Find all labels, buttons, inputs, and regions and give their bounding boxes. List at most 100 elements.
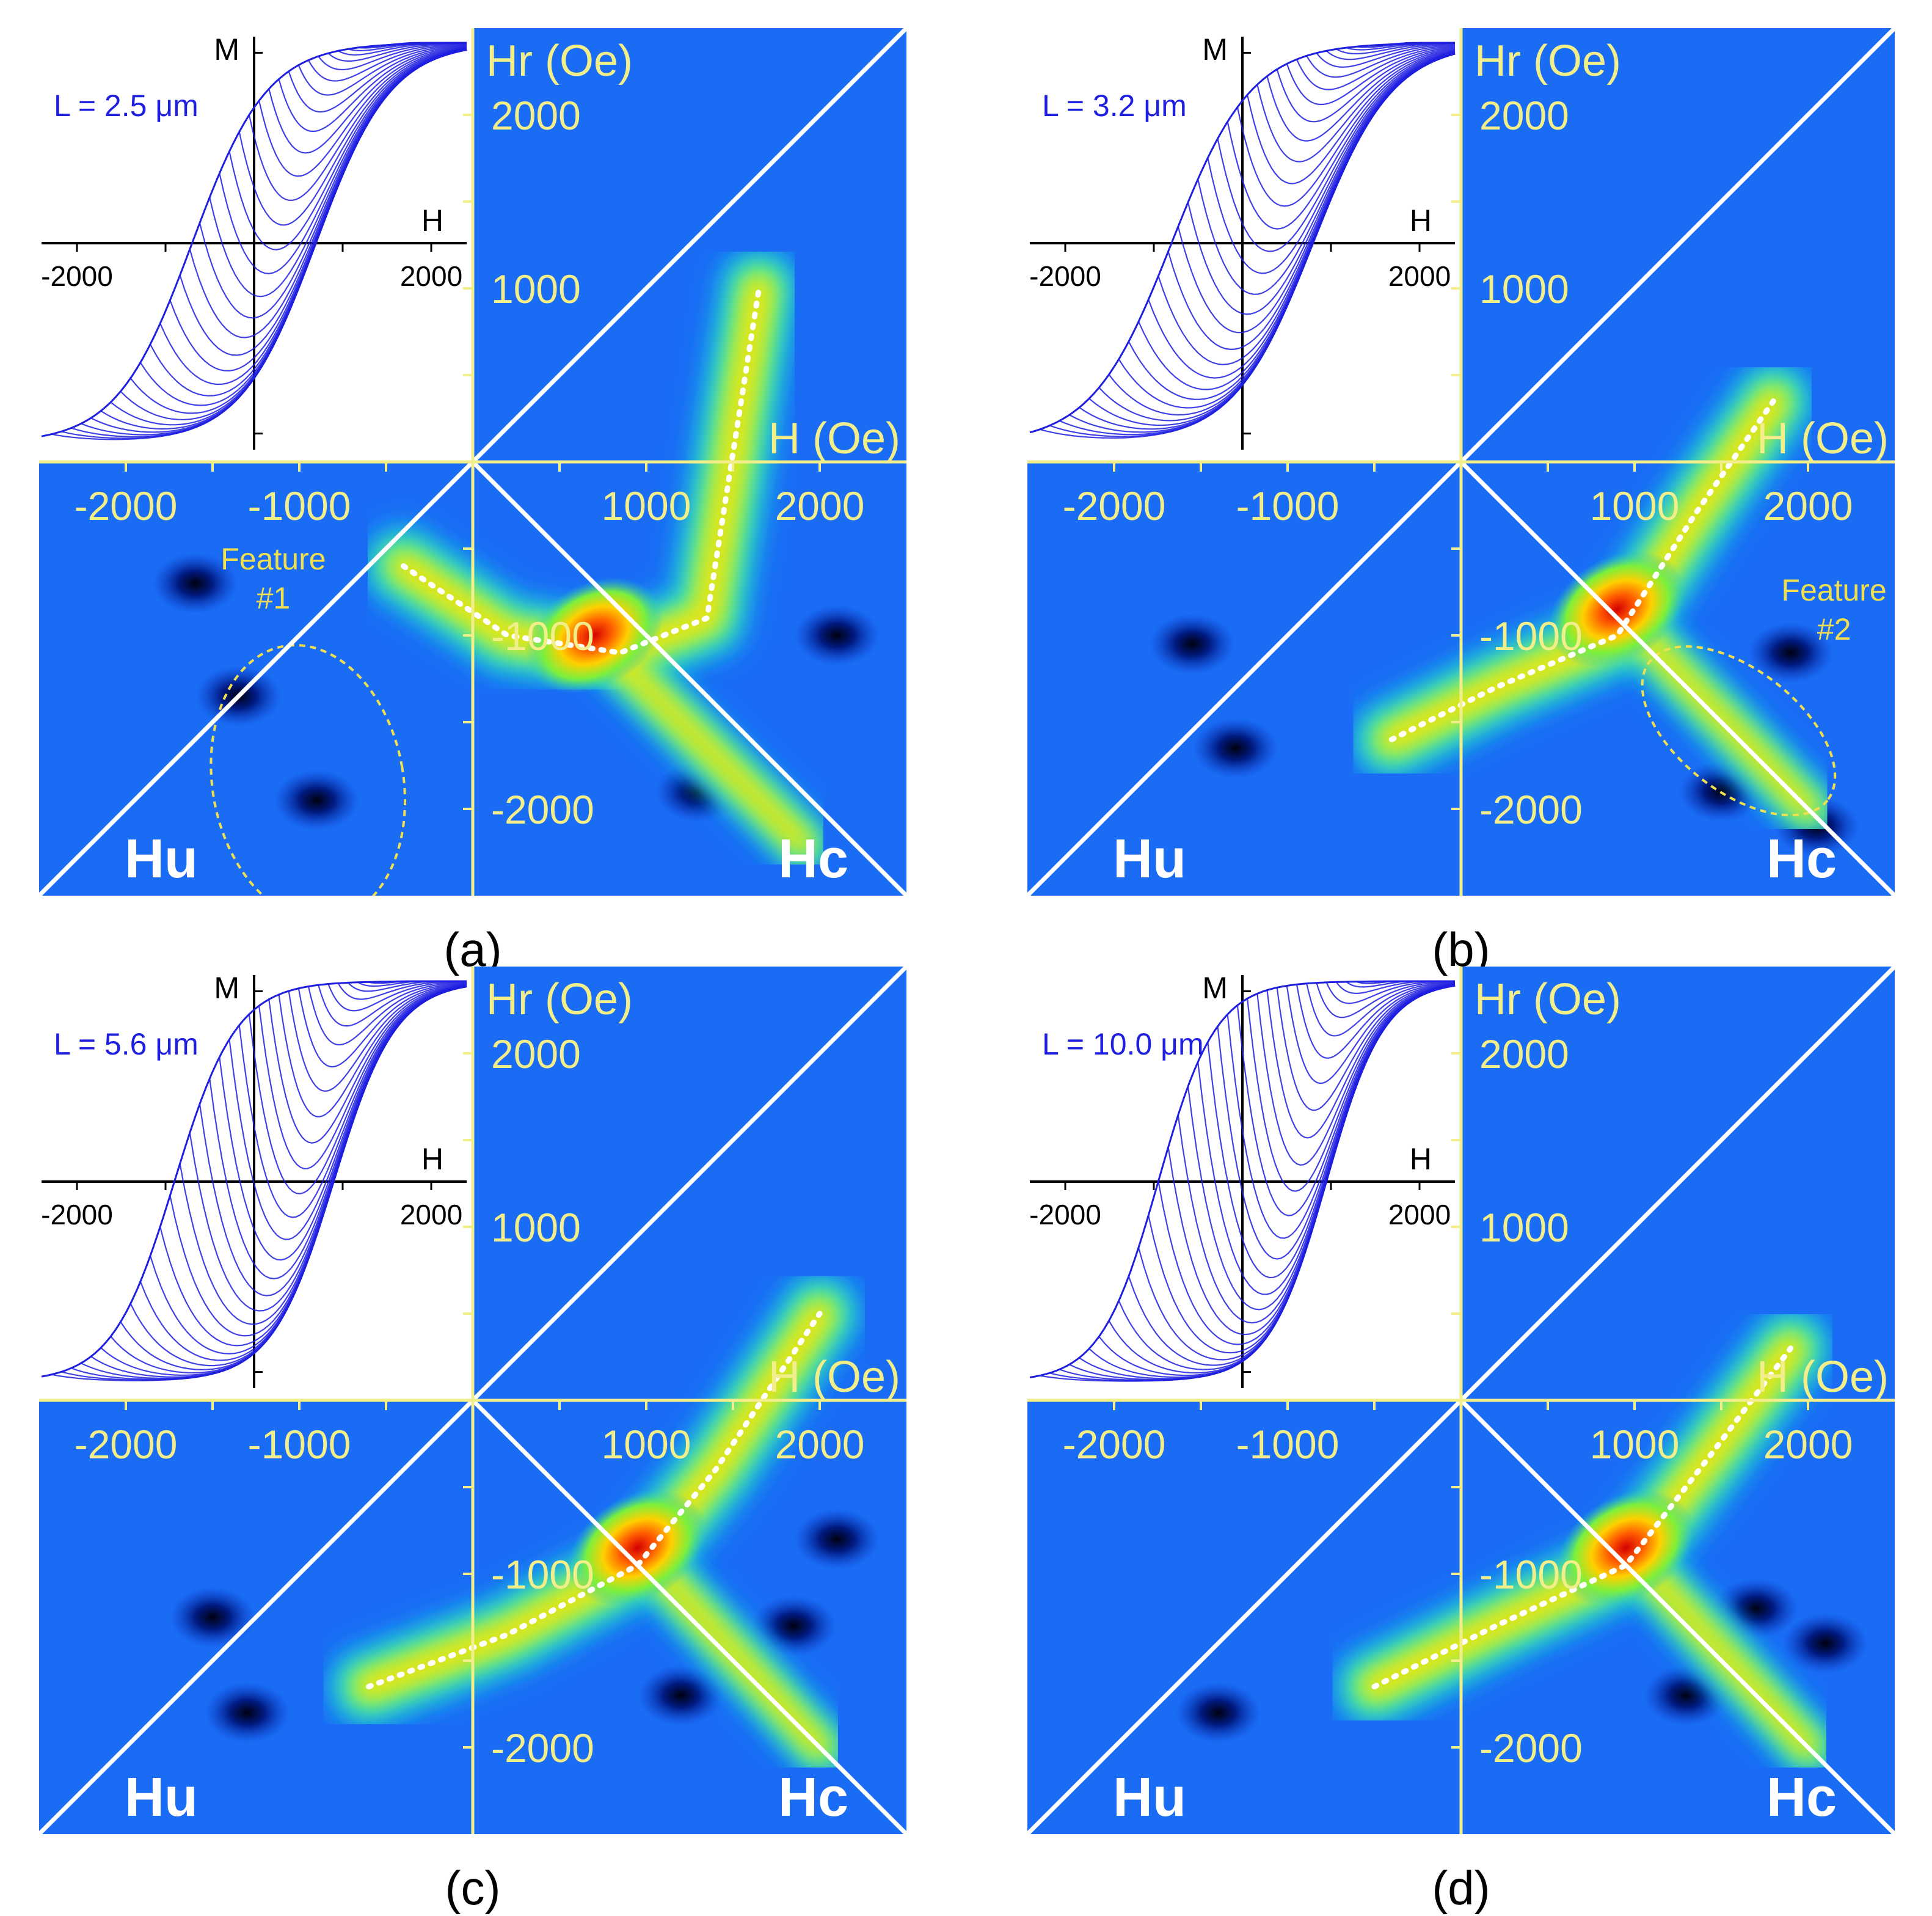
inset-x-tick-label: 2000 [400,260,462,292]
hysteresis-inset: -2000 2000 H M L = 10.0 μm [1029,971,1456,1388]
negative-region [204,1682,290,1744]
inset-x-tick-label: 2000 [1388,260,1451,292]
forc-curve [1207,51,1456,274]
panel-a: -2000 -1000 1000 2000 2000 1000 -1000 -2000 H (O… [39,28,906,976]
forc-curve [327,981,467,1012]
negative-region [1782,1612,1868,1674]
forc-curve [1286,46,1456,106]
h-tick-label: 1000 [602,483,691,528]
major-loop-branch [1029,980,1455,1378]
h-tick-label: 1000 [1590,1422,1680,1467]
panel-label: (c) [445,1861,501,1915]
forc-curve [1197,52,1456,295]
inset-y-label: M [1202,971,1228,1005]
inset-y-label: M [214,32,239,67]
forc-curve [307,982,467,1046]
hc-axis-line [471,1399,906,1834]
h-tick-label: 2000 [1763,1422,1853,1467]
hr-tick-label: -1000 [491,613,594,659]
hr-tick-label: 1000 [491,266,581,312]
forc-curve [258,984,467,1169]
forc-curve [1316,981,1456,1018]
h-axis-label: H (Oe) [768,1353,900,1402]
hc-axis-line [1459,460,1895,896]
forc-curve [268,984,467,1144]
inset-x-label: H [1410,203,1432,238]
inset-x-tick-label: -2000 [1029,260,1101,292]
hr-tick-label: 2000 [1479,93,1569,138]
hr-tick-label: 1000 [1479,1205,1569,1250]
major-loop-branch [41,42,467,437]
forc-curve [1167,53,1456,351]
length-label: L = 5.6 μm [54,1027,199,1061]
forc-curve [258,46,467,177]
h-tick-label: 2000 [775,1422,865,1467]
ridge-dotted-line [400,285,762,656]
inset-x-tick-label: 2000 [1388,1199,1451,1230]
forc-curve [1148,53,1456,379]
negative-region [1748,622,1834,684]
forc-curve [1266,983,1456,1139]
hr-tick-label: 1000 [491,1205,581,1250]
forc-curve [1217,51,1456,252]
forc-curve [297,43,467,96]
hr-tick-label: 2000 [491,93,581,138]
negative-region [794,605,880,666]
inset-y-label: M [1202,32,1228,67]
negative-region [1192,717,1278,779]
inset-x-tick-label: -2000 [41,1199,113,1230]
negative-region [1175,1682,1261,1744]
forc-curve [1286,982,1456,1084]
inset-x-tick-label: -2000 [1029,1199,1101,1230]
length-label: L = 3.2 μm [1042,89,1187,123]
panel-c: -2000 -1000 1000 2000 2000 1000 -1000 -2000 H (O… [39,967,906,1915]
forc-curve [248,47,467,201]
forc-curve [297,982,467,1068]
negative-region [1149,613,1235,675]
forc-curve [1325,42,1456,60]
hr-tick-label: -1000 [1479,1552,1583,1597]
panel-d: -2000 -1000 1000 2000 2000 1000 -1000 -2000 H (O… [1027,967,1895,1915]
forc-curve [1276,983,1456,1111]
forc-curve [278,984,467,1117]
inset-x-label: H [1410,1142,1432,1176]
negative-region [751,1595,837,1657]
forc-curve [288,983,467,1092]
hr-tick-label: -2000 [491,787,594,832]
forc-curve [288,45,467,113]
inset-x-tick-label: -2000 [41,260,113,292]
forc-curve [228,48,467,250]
inset-x-tick-label: 2000 [400,1199,462,1230]
hr-axis-label: Hr (Oe) [486,37,633,86]
peak-region [1548,551,1686,668]
feature-label: Feature [221,542,326,576]
hysteresis-inset: -2000 2000 H M L = 2.5 μm [41,32,467,450]
panel-label: (d) [1432,1861,1490,1915]
hu-label: Hu [1113,1767,1186,1828]
peak-region [569,1490,707,1606]
inset-x-label: H [421,1142,443,1176]
forc-curve [1247,49,1456,185]
forc-curve [1227,51,1456,230]
hr-axis-label: Hr (Oe) [486,975,633,1024]
forc-curve [1296,982,1456,1059]
forc-curve [308,43,467,82]
forc-curve [268,46,467,154]
h-tick-label: -2000 [1063,483,1166,528]
forc-curve [1306,981,1456,1037]
forc-curve [179,49,467,356]
hc-axis-line [471,460,906,896]
hysteresis-inset: -2000 2000 H M L = 3.2 μm [1029,32,1456,450]
h-tick-label: 2000 [775,483,865,528]
h-tick-label: -1000 [1236,1422,1340,1467]
forc-curve [1296,45,1456,90]
forc-curve [1306,44,1456,78]
h-tick-label: 1000 [602,1422,691,1467]
forc-curve [219,48,467,274]
inset-x-label: H [421,203,443,238]
negative-region [152,552,238,614]
h-axis-label: H (Oe) [1757,414,1889,463]
forc-curve [1266,48,1456,142]
hu-label: Hu [1113,828,1186,890]
